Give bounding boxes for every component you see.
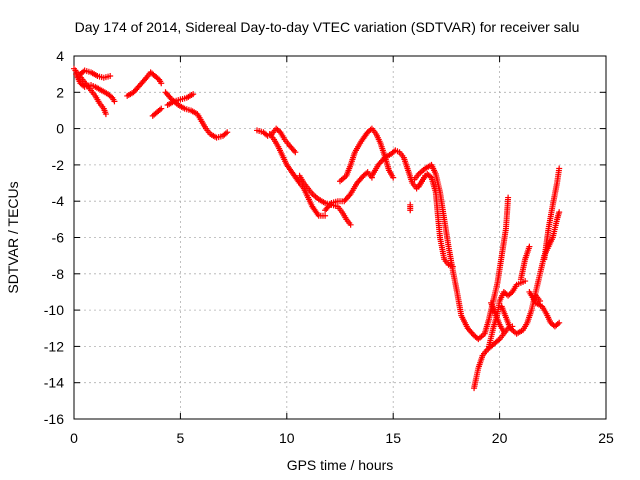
x-tick-label: 25 <box>598 430 614 446</box>
data-point <box>556 165 563 172</box>
y-tick-label: -2 <box>52 157 65 173</box>
axis-ticks <box>73 55 607 420</box>
data-point <box>449 263 456 270</box>
track-3 <box>124 69 165 99</box>
track-15 <box>415 170 456 270</box>
track-6 <box>164 91 197 109</box>
track-16 <box>471 323 516 392</box>
data-point <box>537 298 544 305</box>
track-8 <box>266 131 329 219</box>
data-point <box>390 174 397 181</box>
series-0 <box>71 65 563 392</box>
track-11 <box>337 125 397 185</box>
x-tick-label: 5 <box>177 430 185 446</box>
track-21 <box>526 288 563 330</box>
y-tick-label: -16 <box>44 411 64 427</box>
x-tick-label: 20 <box>492 430 508 446</box>
data-point <box>556 209 563 216</box>
y-tick-label: -10 <box>44 302 64 318</box>
y-axis-tick-labels: -16 -14 -12 -10 -8 -6 -4 -2 0 2 4 <box>44 48 64 427</box>
y-tick-label: 2 <box>56 84 64 100</box>
track-22 <box>541 165 563 263</box>
data-point <box>224 129 231 136</box>
track-1 <box>73 71 118 105</box>
y-axis-label: SDTVAR / TECUs <box>5 181 21 293</box>
x-tick-label: 15 <box>385 430 401 446</box>
x-axis-tick-labels: 0 5 10 15 20 25 <box>70 430 614 446</box>
data-point <box>190 91 197 98</box>
track-9 <box>296 172 354 228</box>
track-7 <box>254 125 299 156</box>
track-4 <box>149 105 165 119</box>
data-point <box>322 212 329 219</box>
grid-lines <box>74 56 606 419</box>
track-5 <box>162 89 231 141</box>
y-tick-label: 4 <box>56 48 64 64</box>
y-tick-label: -4 <box>52 193 65 209</box>
chart-title: Day 174 of 2014, Sidereal Day-to-day VTE… <box>75 19 580 35</box>
data-point <box>556 319 563 326</box>
data-point <box>526 243 533 250</box>
y-tick-label: -14 <box>44 375 64 391</box>
y-tick-label: -12 <box>44 338 64 354</box>
y-tick-label: -8 <box>52 266 65 282</box>
y-tick-label: -6 <box>52 230 65 246</box>
data-point <box>292 149 299 156</box>
data-point <box>158 80 165 87</box>
data-point <box>500 328 507 335</box>
track-10 <box>322 169 375 214</box>
data-point <box>158 105 165 112</box>
track-13 <box>407 201 414 214</box>
data-point <box>107 72 114 79</box>
data-point <box>111 98 118 105</box>
data-point <box>347 221 354 228</box>
x-tick-label: 10 <box>279 430 295 446</box>
x-tick-label: 0 <box>70 430 78 446</box>
data-point <box>407 207 414 214</box>
y-tick-label: 0 <box>56 121 64 137</box>
data-point <box>505 194 512 201</box>
data-point <box>102 111 109 118</box>
data-point <box>522 278 529 285</box>
track-23 <box>532 292 544 305</box>
track-14 <box>411 161 512 343</box>
track-2 <box>77 67 114 81</box>
track-18 <box>488 299 507 335</box>
x-axis-label: GPS time / hours <box>287 457 394 473</box>
track-20 <box>517 243 533 283</box>
data-points <box>71 65 563 392</box>
